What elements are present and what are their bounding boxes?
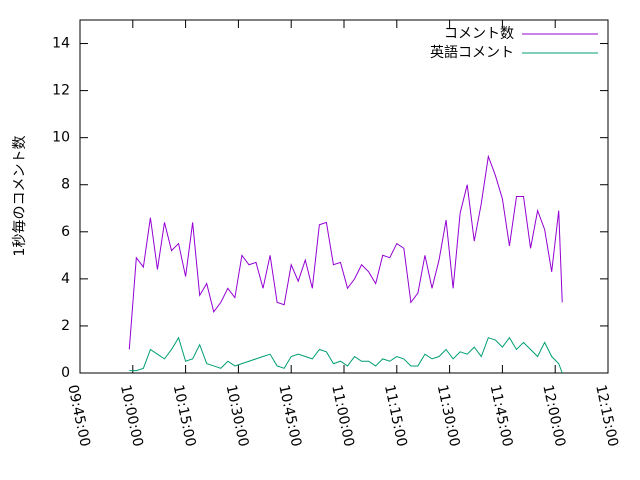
y-tick-label: 6 (61, 224, 70, 240)
y-tick-label: 4 (61, 271, 70, 287)
y-axis-label: 1秒毎のコメント数 (12, 136, 28, 257)
x-tick-label: 11:00:00 (328, 383, 357, 448)
legend-label: 英語コメント (430, 44, 514, 61)
y-tick-label: 8 (61, 177, 70, 193)
x-tick-label: 11:15:00 (381, 383, 410, 448)
x-tick-label: 10:00:00 (117, 383, 146, 448)
y-tick-label: 0 (61, 365, 70, 381)
plot-border (79, 19, 609, 374)
y-tick-label: 2 (61, 318, 70, 334)
x-tick-label: 09:45:00 (64, 383, 93, 448)
x-tick-label: 10:15:00 (170, 383, 199, 448)
x-tick-label: 12:00:00 (539, 383, 568, 448)
data-line (128, 154, 563, 350)
legend-label: コメント数 (444, 26, 514, 42)
x-tick-label: 11:45:00 (487, 383, 516, 448)
x-tick-label: 12:15:00 (592, 383, 621, 448)
y-tick-label: 12 (52, 83, 70, 99)
y-tick-label: 10 (52, 130, 70, 146)
x-tick-label: 11:30:00 (434, 383, 463, 448)
x-tick-label: 10:45:00 (275, 383, 304, 448)
data-line (129, 336, 563, 374)
y-tick-label: 14 (52, 36, 70, 52)
x-tick-label: 10:30:00 (223, 383, 252, 448)
